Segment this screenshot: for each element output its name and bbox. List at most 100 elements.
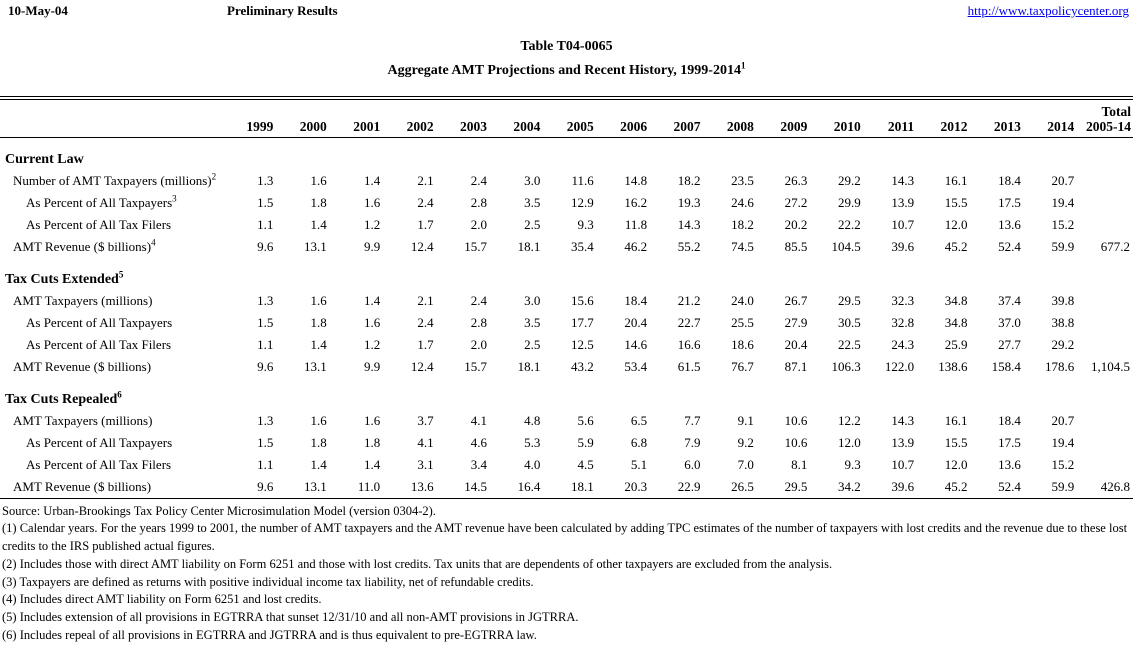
value-cell: 19.4 (1051, 194, 1075, 210)
value-cell: 17.5 (998, 194, 1021, 210)
value-cell: 3.7 (417, 412, 434, 428)
section-header-label: Tax Cuts Repealed6 (5, 388, 122, 407)
value-cell: 5.9 (577, 434, 594, 450)
spacer-cell (0, 378, 1133, 388)
footnote-line: (5) Includes extension of all provisions… (2, 610, 579, 625)
section-footnote-marker: 6 (117, 388, 122, 399)
value-cell: 1.5 (257, 194, 274, 210)
value-cell: 5.3 (524, 434, 541, 450)
table-number-title: Table T04-0065 (520, 39, 613, 54)
value-cell: 34.8 (944, 292, 968, 308)
value-cell: 5.1 (630, 456, 648, 472)
value-cell: 6.0 (684, 456, 701, 472)
table-row: As Percent of All Taxpayers 1.5 1.8 1.8 4.1 4… (0, 432, 1133, 454)
value-cell: 1.8 (310, 434, 327, 450)
taxpolicycenter-link[interactable]: http://www.taxpolicycenter.org (967, 3, 1129, 18)
value-cell: 27.2 (784, 194, 808, 210)
value-cell: 4.0 (524, 456, 541, 472)
value-cell: 25.9 (944, 336, 968, 352)
footnote-line: (2) Includes those with direct AMT liabi… (2, 556, 833, 571)
footnote-line: (1) Calendar years. For the years 1999 t… (2, 521, 1128, 554)
value-cell: 2.4 (470, 292, 487, 308)
year-column-header: 2011 (862, 100, 917, 138)
spacer-row (0, 378, 1133, 388)
table-row: As Percent of All Tax Filers 1.1 1.4 1.2 1.7… (0, 214, 1133, 236)
value-cell: 14.5 (464, 478, 487, 494)
section-header-label: Tax Cuts Extended5 (5, 268, 124, 287)
value-cell: 14.3 (891, 412, 915, 428)
value-cell: 29.9 (837, 194, 861, 210)
value-cell: 2.1 (417, 292, 434, 308)
value-cell: 32.8 (891, 314, 915, 330)
row-footnote-marker: 3 (172, 193, 177, 204)
value-cell: 4.1 (470, 412, 487, 428)
year-column-header: 1999 (222, 100, 276, 138)
value-cell: 1.4 (310, 216, 327, 232)
value-cell: 10.7 (891, 216, 915, 232)
value-cell: 1.7 (417, 216, 434, 232)
year-column-header: 2008 (702, 100, 756, 138)
title-block: Table T04-0065 Aggregate AMT Projections… (0, 38, 1133, 79)
value-cell: 1.6 (310, 292, 327, 308)
value-cell: 45.2 (944, 478, 968, 494)
total-value-cell (1076, 170, 1133, 192)
value-cell: 6.5 (630, 412, 648, 428)
year-column-header: 2014 (1022, 100, 1077, 138)
row-footnote-marker: 2 (211, 171, 217, 182)
table-row: Number of AMT Taxpayers (millions)2 1.3 1.… (0, 170, 1133, 192)
value-cell: 19.4 (1051, 434, 1075, 450)
footnote-line: (4) Includes direct AMT liability on For… (2, 592, 322, 607)
value-cell: 12.9 (571, 194, 594, 210)
value-cell: 3.4 (470, 456, 487, 472)
value-cell: 19.3 (677, 194, 701, 210)
value-cell: 122.0 (884, 358, 915, 374)
year-column-header: 2000 (275, 100, 329, 138)
value-cell: 26.5 (731, 478, 754, 494)
value-cell: 9.6 (257, 478, 274, 494)
value-cell: 13.9 (891, 434, 915, 450)
section-header-row: Tax Cuts Extended5 (0, 268, 1133, 290)
value-cell: 7.0 (737, 456, 754, 472)
table-row: AMT Revenue ($ billions) 9.6 13.1 11.0 13.6 1… (0, 476, 1133, 498)
value-cell: 9.9 (363, 358, 381, 374)
table-body: Current Law Number of AMT Taxpayers (mill… (0, 138, 1133, 498)
total-value-cell (1076, 410, 1133, 432)
value-cell: 59.9 (1051, 238, 1075, 254)
amt-projections-table: 1999 2000 2001 2002 2003 2004 2005 2006 2007 2008… (0, 100, 1133, 498)
value-cell: 104.5 (831, 238, 861, 254)
value-cell: 46.2 (624, 238, 648, 254)
value-cell: 20.2 (784, 216, 808, 232)
value-cell: 37.0 (998, 314, 1021, 330)
value-cell: 37.4 (998, 292, 1021, 308)
value-cell: 15.5 (944, 194, 968, 210)
value-cell: 1.3 (257, 292, 274, 308)
value-cell: 18.1 (517, 238, 541, 254)
value-cell: 38.8 (1051, 314, 1075, 330)
value-cell: 1.6 (363, 412, 381, 428)
total-value-cell: 1,104.5 (1091, 358, 1130, 374)
value-cell: 11.0 (357, 478, 381, 494)
value-cell: 1.3 (257, 412, 274, 428)
value-cell: 18.2 (731, 216, 754, 232)
value-cell: 22.5 (837, 336, 861, 352)
value-cell: 45.2 (944, 238, 968, 254)
value-cell: 16.4 (517, 478, 541, 494)
value-cell: 2.4 (417, 194, 434, 210)
value-cell: 13.9 (891, 194, 915, 210)
table-row: As Percent of All Tax Filers 1.1 1.4 1.4 3.1… (0, 454, 1133, 476)
value-cell: 7.7 (684, 412, 701, 428)
value-cell: 29.2 (1051, 336, 1075, 352)
value-cell: 16.1 (944, 412, 968, 428)
year-column-header: 2006 (595, 100, 650, 138)
year-column-header: 2007 (649, 100, 703, 138)
year-column-header: 2009 (755, 100, 810, 138)
value-cell: 76.7 (731, 358, 754, 374)
row-label: As Percent of All Taxpayers (26, 434, 173, 450)
row-label: Number of AMT Taxpayers (millions)2 (13, 171, 217, 188)
value-cell: 1.4 (363, 172, 381, 188)
table-row: As Percent of All Taxpayers3 1.5 1.8 1.6 2.4… (0, 192, 1133, 214)
value-cell: 1.4 (363, 292, 381, 308)
value-cell: 39.6 (891, 478, 915, 494)
value-cell: 1.7 (417, 336, 434, 352)
value-cell: 15.5 (944, 434, 968, 450)
